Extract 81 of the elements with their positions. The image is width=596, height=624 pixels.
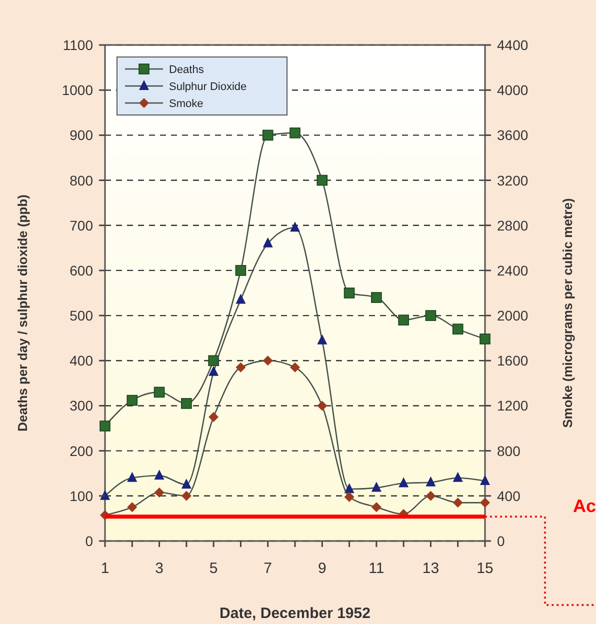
y-tick-label: 500 <box>70 308 94 324</box>
y2-tick-label: 1200 <box>497 398 528 414</box>
y2-tick-label: 2400 <box>497 262 528 278</box>
y-tick-label: 800 <box>70 172 94 188</box>
legend-label: Sulphur Dioxide <box>169 81 247 93</box>
y2-tick-label: 2800 <box>497 217 528 234</box>
y2-tick-label: 0 <box>497 533 505 549</box>
y-tick-label: 200 <box>70 442 94 459</box>
point <box>208 412 219 422</box>
text: Ac <box>573 496 596 516</box>
point <box>344 483 354 494</box>
point <box>480 498 490 508</box>
point <box>290 362 300 372</box>
point <box>262 237 273 248</box>
point <box>290 128 300 138</box>
y-tick-label: 400 <box>70 352 94 369</box>
y2-axis-title: Smoke (micrograms per cubic metre) <box>560 198 575 428</box>
y-tick-label: 0 <box>85 533 94 549</box>
point <box>317 400 328 411</box>
point <box>100 420 110 432</box>
x-tick-label: 3 <box>155 560 164 577</box>
point <box>208 366 219 376</box>
point <box>127 502 138 512</box>
y-tick-label: 600 <box>70 262 94 278</box>
point <box>371 502 382 512</box>
point <box>426 490 436 501</box>
x-axis-title: Date, December 1952 <box>220 605 370 622</box>
point <box>371 482 382 492</box>
point <box>452 472 463 482</box>
point <box>181 478 192 489</box>
point <box>452 498 463 508</box>
y-tick-label: 300 <box>70 398 94 414</box>
y2-tick-label: 800 <box>497 442 521 459</box>
point <box>480 334 490 344</box>
y-tick-label: 700 <box>70 217 94 234</box>
y2-tick-label: 3200 <box>497 172 528 188</box>
point <box>154 470 164 480</box>
point <box>236 294 246 304</box>
point <box>425 310 436 321</box>
x-tick-label: 7 <box>264 560 272 577</box>
point <box>127 472 138 482</box>
point <box>100 490 110 500</box>
y2-tick-label: 1600 <box>497 352 528 369</box>
point <box>371 292 382 303</box>
x-tick-label: 13 <box>422 560 440 577</box>
point <box>316 174 328 186</box>
point <box>317 334 328 344</box>
legend-label: Deaths <box>169 64 204 76</box>
y-tick-label: 1000 <box>62 82 94 98</box>
y-axis-title: Deaths per day / sulphur dioxide (ppb) <box>15 194 30 432</box>
x-tick-label: 9 <box>318 560 326 577</box>
x-tick-label: 1 <box>100 560 110 577</box>
point <box>290 222 300 232</box>
point <box>398 477 409 488</box>
point <box>154 386 165 398</box>
point <box>235 265 246 276</box>
point <box>181 398 192 409</box>
point <box>480 475 490 486</box>
point <box>452 324 464 334</box>
point <box>426 476 436 486</box>
point <box>344 288 355 298</box>
y2-tick-label: 4400 <box>497 37 528 53</box>
y2-tick-label: 2000 <box>497 308 528 324</box>
y-tick-label: 100 <box>70 488 94 504</box>
point <box>236 362 246 372</box>
legend-label: Smoke <box>169 98 204 110</box>
point <box>126 394 138 406</box>
point <box>181 490 192 501</box>
y-tick-label: 900 <box>70 127 94 144</box>
point <box>344 492 354 502</box>
y2-tick-label: 400 <box>497 488 521 504</box>
y-tick-label: 1100 <box>62 37 94 53</box>
x-tick-label: 15 <box>476 560 494 577</box>
point <box>154 488 164 498</box>
point <box>262 130 274 141</box>
y2-tick-label: 4000 <box>497 82 528 98</box>
point <box>262 356 273 366</box>
x-tick-label: 5 <box>209 560 218 577</box>
x-tick-label: 11 <box>368 560 384 577</box>
point <box>398 314 409 326</box>
y2-tick-label: 3600 <box>497 127 528 144</box>
